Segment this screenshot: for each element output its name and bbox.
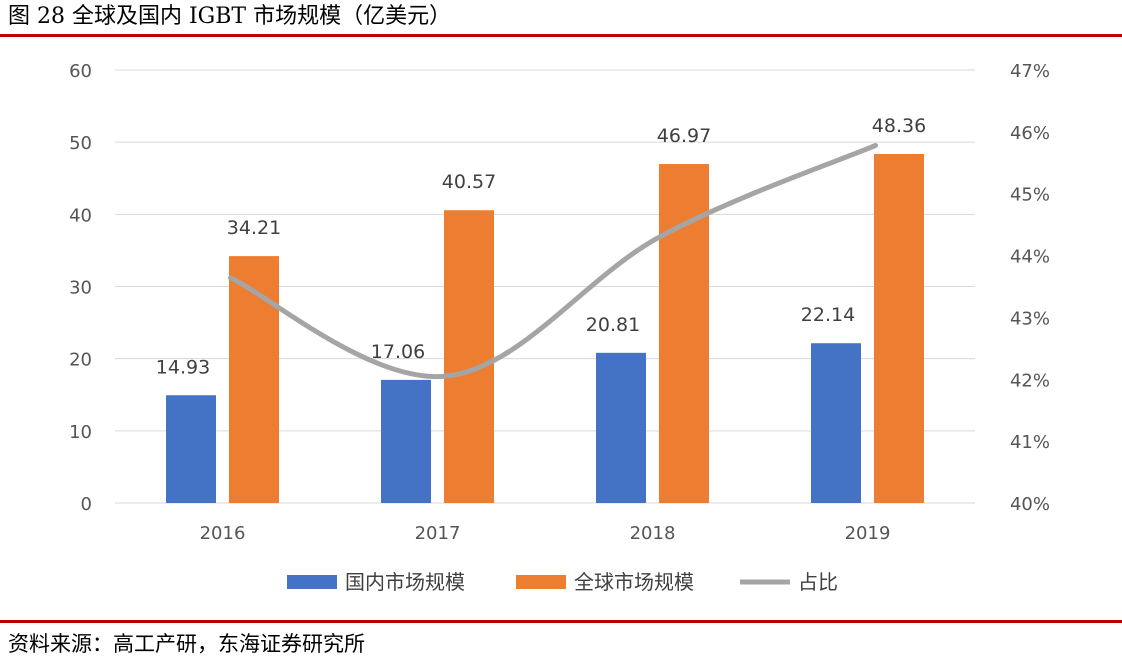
domestic-bar [166, 395, 216, 503]
top-red-rule [0, 34, 1122, 37]
left-tick-label: 50 [69, 133, 92, 154]
x-axis: 2016 2017 2018 2019 [200, 523, 891, 544]
global-data-label: 46.97 [657, 125, 711, 147]
right-tick-label: 42% [1010, 370, 1050, 391]
domestic-data-label: 22.14 [801, 304, 855, 326]
left-tick-label: 0 [81, 494, 92, 515]
legend-swatch [516, 575, 566, 589]
global-bar [874, 154, 924, 503]
figure-title: 图 28 全球及国内 IGBT 市场规模（亿美元） [8, 4, 452, 29]
right-y-axis: 40% 41% 42% 43% 44% 45% 46% 47% [1010, 61, 1050, 515]
left-tick-label: 20 [69, 350, 92, 371]
x-tick-label: 2019 [845, 523, 891, 544]
right-tick-label: 46% [1010, 123, 1050, 144]
left-tick-label: 10 [69, 422, 92, 443]
source-note: 资料来源：高工产研，东海证券研究所 [8, 632, 365, 656]
domestic-bar [381, 379, 431, 503]
bottom-red-rule [0, 620, 1122, 623]
right-tick-label: 45% [1010, 185, 1050, 206]
right-tick-label: 41% [1010, 432, 1050, 453]
ratio-line [228, 142, 878, 379]
left-tick-label: 40 [69, 205, 92, 226]
left-tick-label: 30 [69, 278, 92, 299]
global-data-label: 48.36 [872, 115, 926, 137]
right-tick-label: 43% [1010, 308, 1050, 329]
domestic-bar [596, 352, 646, 503]
domestic-data-label: 14.93 [156, 356, 210, 378]
bar-series [166, 154, 924, 503]
x-tick-label: 2017 [415, 523, 461, 544]
right-tick-label: 44% [1010, 247, 1050, 268]
legend-label: 国内市场规模 [345, 570, 465, 594]
x-tick-label: 2016 [200, 523, 246, 544]
legend-label: 全球市场规模 [574, 570, 694, 594]
combo-chart: 0 10 20 30 40 50 60 40% 41% 42% 43% 44% 45% 46% 47% 2… [69, 61, 1050, 594]
global-bar [229, 256, 279, 503]
legend: 国内市场规模 全球市场规模 占比 [287, 570, 838, 594]
legend-label: 占比 [798, 570, 838, 594]
right-tick-label: 47% [1010, 61, 1050, 82]
domestic-bar [811, 343, 861, 503]
global-bar [659, 164, 709, 503]
global-data-label: 40.57 [442, 171, 496, 193]
left-y-axis: 0 10 20 30 40 50 60 [69, 61, 92, 515]
right-tick-label: 40% [1010, 494, 1050, 515]
data-labels: 14.93 17.06 20.81 22.14 34.21 40.57 46.97 48.36 [156, 115, 926, 378]
global-bar [444, 210, 494, 503]
x-tick-label: 2018 [630, 523, 676, 544]
legend-swatch [287, 575, 337, 589]
line-series [228, 142, 878, 379]
domestic-data-label: 20.81 [586, 314, 640, 336]
global-data-label: 34.21 [227, 217, 281, 239]
left-tick-label: 60 [69, 61, 92, 82]
domestic-data-label: 17.06 [371, 341, 425, 363]
